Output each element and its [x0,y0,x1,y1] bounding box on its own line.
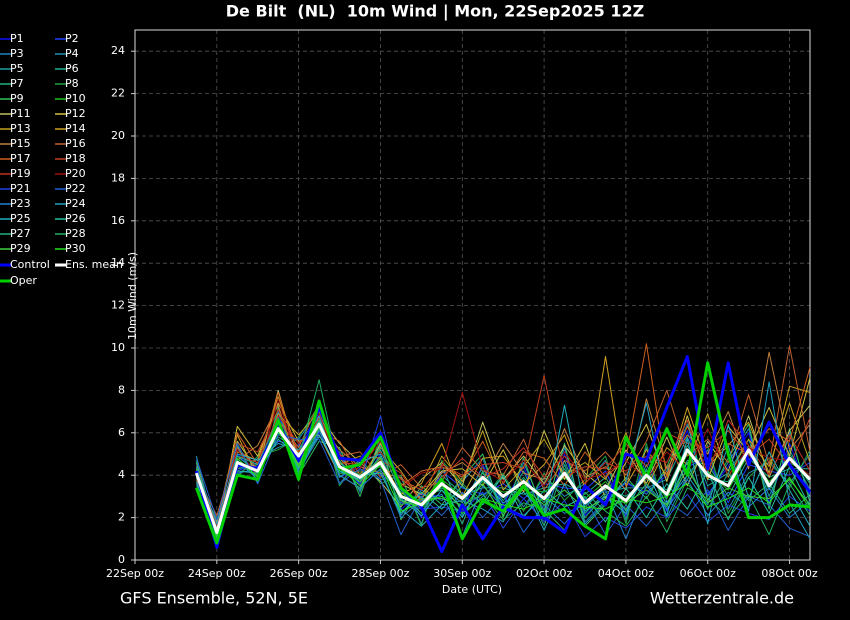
y-tick-label: 2 [118,511,125,524]
y-tick-label: 24 [111,44,125,57]
legend-label: P25 [10,212,31,225]
x-axis-label: Date (UTC) [442,583,502,596]
x-tick-label: 08Oct 00z [761,567,818,580]
x-tick-label: 02Oct 00z [516,567,573,580]
legend-label: P3 [10,47,24,60]
y-tick-label: 12 [111,299,125,312]
y-tick-label: 6 [118,426,125,439]
legend-label: P8 [65,77,79,90]
y-tick-label: 18 [111,171,125,184]
legend-label: P12 [65,107,86,120]
legend-label: Control [10,258,50,271]
x-tick-label: 04Oct 00z [598,567,655,580]
legend-label: P7 [10,77,24,90]
y-tick-label: 0 [118,553,125,566]
legend-label: P24 [65,197,86,210]
legend-label: P5 [10,62,24,75]
x-tick-label: 24Sep 00z [188,567,246,580]
legend-label: P20 [65,167,86,180]
legend-label: P27 [10,227,31,240]
legend-label: P19 [10,167,31,180]
legend-label: P4 [65,47,79,60]
legend-label: P28 [65,227,86,240]
y-axis-label: 10m Wind (m/s) [126,252,139,340]
legend-label: P21 [10,182,31,195]
y-tick-label: 20 [111,129,125,142]
legend-label: P22 [65,182,86,195]
legend-label: P11 [10,107,31,120]
x-tick-label: 06Oct 00z [680,567,737,580]
legend-label: Oper [10,274,37,287]
legend-label: P14 [65,122,86,135]
y-tick-label: 22 [111,87,125,100]
x-tick-label: 22Sep 00z [106,567,164,580]
y-tick-label: 10 [111,341,125,354]
y-tick-label: 16 [111,214,125,227]
legend-label: P6 [65,62,79,75]
legend-label: P15 [10,137,31,150]
legend-label: P17 [10,152,31,165]
legend-label: P16 [65,137,86,150]
x-tick-label: 26Sep 00z [270,567,328,580]
legend-label: P9 [10,92,24,105]
legend-label: P10 [65,92,86,105]
legend-label: P1 [10,32,24,45]
chart-title: De Bilt (NL) 10m Wind | Mon, 22Sep2025 1… [226,2,645,22]
x-tick-label: 30Sep 00z [433,567,491,580]
legend-label: P13 [10,122,31,135]
y-tick-label: 4 [118,468,125,481]
legend-label: Ens. mean [65,258,123,271]
legend-label: P26 [65,212,86,225]
footer-right: Wetterzentrale.de [650,589,794,608]
y-tick-label: 8 [118,383,125,396]
legend-label: P18 [65,152,86,165]
legend-label: P29 [10,242,31,255]
legend-label: P30 [65,242,86,255]
legend-label: P23 [10,197,31,210]
x-tick-label: 28Sep 00z [351,567,409,580]
legend-label: P2 [65,32,79,45]
footer-left: GFS Ensemble, 52N, 5E [120,589,308,608]
